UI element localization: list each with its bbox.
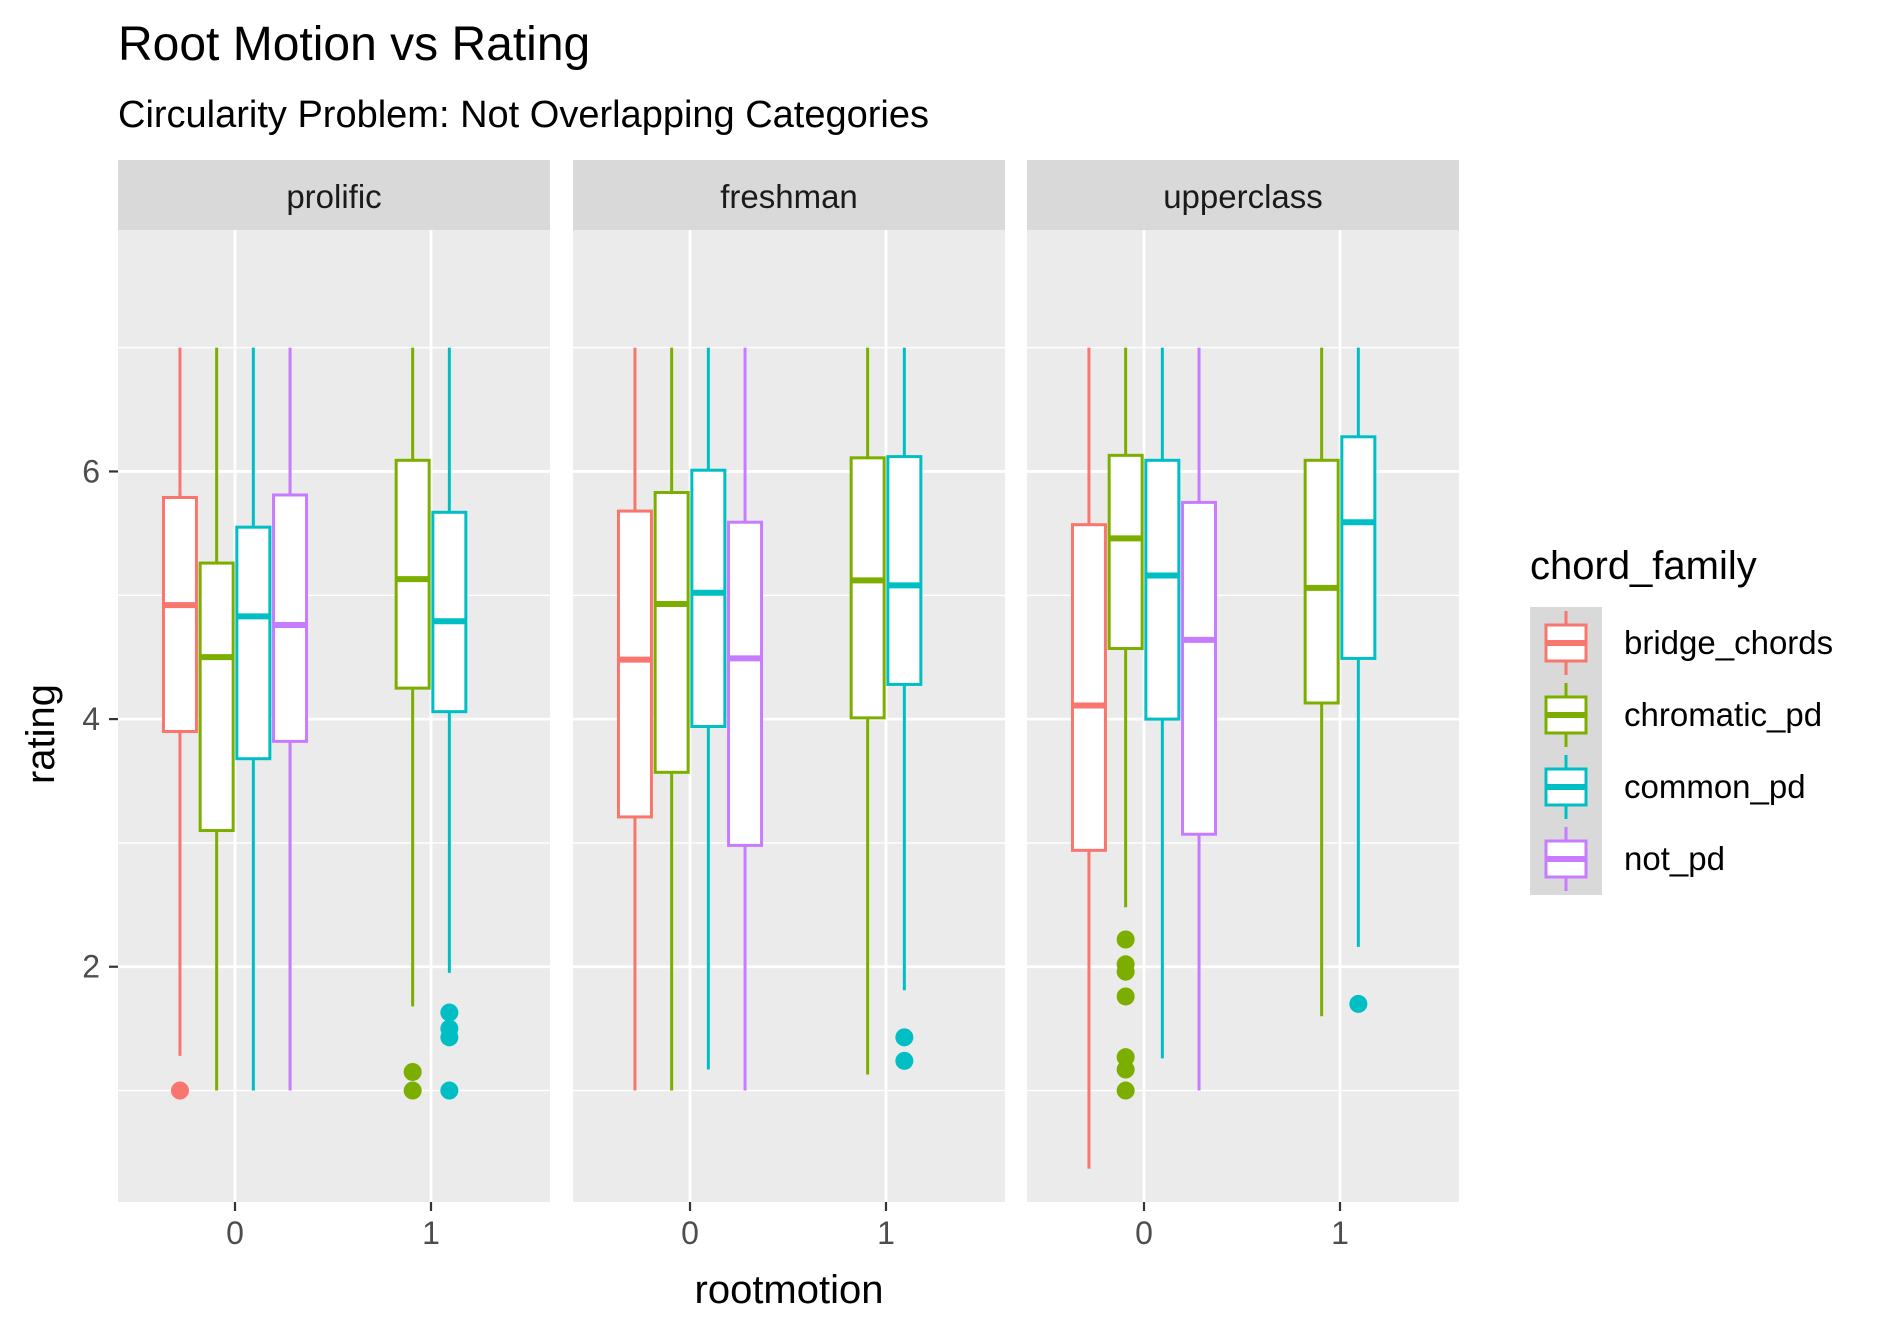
outlier-point	[1116, 1048, 1135, 1067]
box-prolific-0-bridge_chords	[161, 347, 198, 1100]
facet-label-upperclass: upperclass	[1163, 178, 1323, 215]
legend-key-common_pd	[1530, 751, 1602, 823]
outlier-point	[895, 1028, 914, 1047]
x-tick-label: 1	[877, 1215, 895, 1251]
box-freshman-1-common_pd	[886, 347, 923, 1070]
box-iqr	[272, 493, 309, 743]
box-iqr	[1181, 500, 1218, 836]
outlier-point	[170, 1081, 189, 1100]
box-iqr	[161, 495, 198, 733]
facet-strip	[118, 160, 550, 230]
box-upperclass-1-common_pd	[1340, 347, 1377, 1013]
box-freshman-1-chromatic_pd	[849, 347, 886, 1075]
outlier-point	[1116, 930, 1135, 949]
outlier-point	[440, 1081, 459, 1100]
x-tick-label: 0	[1135, 1215, 1153, 1251]
legend-label-not_pd: not_pd	[1624, 840, 1725, 877]
legend-key-not_pd	[1530, 823, 1602, 895]
legend-key-bridge_chords	[1530, 607, 1602, 679]
box-iqr	[1144, 458, 1181, 721]
legend-label-common_pd: common_pd	[1624, 768, 1806, 805]
box-iqr	[653, 491, 690, 774]
x-axis-label: rootmotion	[695, 1268, 884, 1312]
y-tick-label: 4	[82, 701, 100, 737]
box-iqr	[1303, 458, 1340, 705]
outlier-point	[1116, 1081, 1135, 1100]
box-upperclass-0-bridge_chords	[1070, 347, 1107, 1169]
box-iqr	[431, 510, 468, 714]
facet-label-prolific: prolific	[286, 178, 381, 215]
outlier-point	[895, 1051, 914, 1070]
outlier-point	[440, 1003, 459, 1022]
box-iqr	[727, 520, 764, 847]
box-freshman-0-not_pd	[727, 347, 764, 1091]
outlier-point	[1116, 1060, 1135, 1079]
box-freshman-0-bridge_chords	[616, 347, 653, 1091]
y-tick-label: 6	[82, 453, 100, 489]
outlier-point	[1116, 987, 1135, 1006]
axes: 0 1 0 1 0 1 2 4 6	[82, 453, 1349, 1251]
box-upperclass-0-common_pd	[1144, 347, 1181, 1059]
outlier-point	[403, 1062, 422, 1081]
box-prolific-0-common_pd	[235, 347, 272, 1091]
legend: chord_family bridge_chords chromatic_pdco…	[1530, 544, 1833, 895]
facet-panel-freshman: freshman	[573, 160, 1005, 1202]
box-iqr	[235, 525, 272, 761]
facet-label-freshman: freshman	[720, 178, 858, 215]
box-iqr	[886, 455, 923, 686]
legend-label-bridge_chords: bridge_chords	[1624, 624, 1833, 661]
legend-label-chromatic_pd: chromatic_pd	[1624, 696, 1822, 733]
y-tick-label: 2	[82, 949, 100, 985]
box-iqr	[1070, 523, 1107, 852]
facet-strip	[1027, 160, 1459, 230]
legend-key-chromatic_pd	[1530, 679, 1602, 751]
chart-subtitle: Circularity Problem: Not Overlapping Cat…	[118, 94, 929, 136]
box-upperclass-1-chromatic_pd	[1303, 347, 1340, 1017]
box-iqr	[1340, 435, 1377, 660]
box-iqr	[849, 456, 886, 720]
x-tick-label: 1	[1331, 1215, 1349, 1251]
box-prolific-0-chromatic_pd	[198, 347, 235, 1091]
box-iqr	[198, 561, 235, 833]
box-iqr	[394, 458, 431, 690]
facet-panel-upperclass: upperclass	[1027, 160, 1459, 1202]
box-iqr	[1107, 453, 1144, 651]
box-prolific-1-common_pd	[431, 347, 468, 1100]
legend-title: chord_family	[1530, 544, 1757, 588]
box-prolific-1-chromatic_pd	[394, 347, 431, 1100]
facet-panels: prolific freshman upperclass	[118, 160, 1459, 1202]
outlier-point	[1116, 962, 1135, 981]
box-iqr	[690, 468, 727, 729]
box-prolific-0-not_pd	[272, 347, 309, 1091]
box-iqr	[616, 509, 653, 819]
box-freshman-0-chromatic_pd	[653, 347, 690, 1091]
x-tick-label: 1	[422, 1215, 440, 1251]
x-tick-label: 0	[681, 1215, 699, 1251]
chart-title: Root Motion vs Rating	[118, 18, 590, 71]
facet-strip	[573, 160, 1005, 230]
outlier-point	[1349, 994, 1368, 1013]
outlier-point	[440, 1028, 459, 1047]
box-upperclass-0-not_pd	[1181, 347, 1218, 1091]
box-upperclass-0-chromatic_pd	[1107, 347, 1144, 1100]
outlier-point	[403, 1081, 422, 1100]
box-freshman-0-common_pd	[690, 347, 727, 1070]
y-axis-label: rating	[19, 684, 63, 784]
facet-panel-prolific: prolific	[118, 160, 550, 1202]
x-tick-label: 0	[226, 1215, 244, 1251]
